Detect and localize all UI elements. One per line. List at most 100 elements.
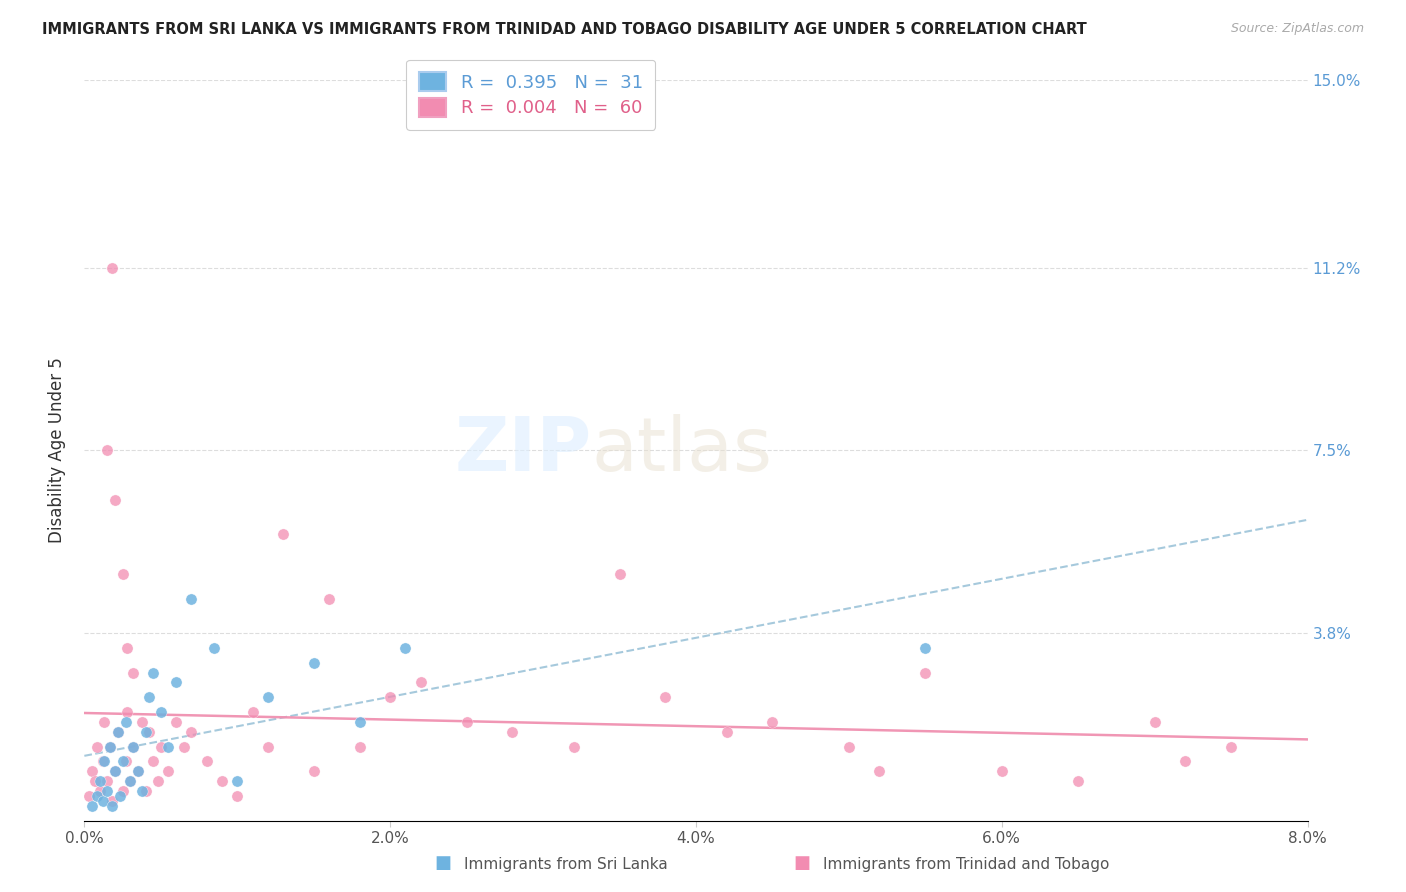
Point — [180, 591, 202, 606]
Point — [111, 566, 134, 581]
Point — [101, 260, 124, 275]
Point — [115, 640, 138, 655]
Point — [502, 724, 524, 739]
Point — [157, 764, 180, 779]
Y-axis label: Disability Age Under 5: Disability Age Under 5 — [48, 358, 66, 543]
Point — [409, 675, 432, 690]
Point — [127, 764, 149, 779]
Point — [120, 774, 142, 789]
Point — [96, 784, 118, 798]
Point — [131, 714, 153, 729]
Point — [122, 739, 145, 754]
Point — [111, 755, 134, 769]
Point — [77, 789, 100, 803]
Point — [96, 774, 118, 789]
Point — [226, 789, 249, 803]
Point — [716, 724, 738, 739]
Point — [1220, 739, 1243, 754]
Text: atlas: atlas — [592, 414, 773, 487]
Point — [609, 566, 631, 581]
Point — [89, 774, 111, 789]
Point — [211, 774, 233, 789]
Point — [654, 690, 676, 705]
Point — [104, 764, 127, 779]
Point — [761, 714, 783, 729]
Point — [302, 764, 325, 779]
Point — [138, 690, 160, 705]
Point — [142, 665, 165, 680]
Point — [80, 764, 103, 779]
Point — [120, 774, 142, 789]
Point — [838, 739, 860, 754]
Point — [142, 755, 165, 769]
Point — [101, 798, 124, 813]
Point — [1143, 714, 1166, 729]
Text: IMMIGRANTS FROM SRI LANKA VS IMMIGRANTS FROM TRINIDAD AND TOBAGO DISABILITY AGE : IMMIGRANTS FROM SRI LANKA VS IMMIGRANTS … — [42, 22, 1087, 37]
Point — [165, 714, 187, 729]
Point — [257, 739, 280, 754]
Point — [195, 755, 218, 769]
Point — [157, 739, 180, 754]
Point — [108, 789, 131, 803]
Point — [114, 714, 136, 729]
Point — [226, 774, 249, 789]
Point — [93, 714, 115, 729]
Point — [149, 705, 172, 719]
Point — [80, 798, 103, 813]
Point — [115, 705, 138, 719]
Point — [91, 755, 114, 769]
Point — [257, 690, 280, 705]
Text: Immigrants from Sri Lanka: Immigrants from Sri Lanka — [464, 857, 668, 872]
Point — [394, 640, 416, 655]
Point — [180, 724, 202, 739]
Point — [380, 690, 402, 705]
Point — [98, 739, 121, 754]
Point — [104, 764, 127, 779]
Point — [914, 640, 936, 655]
Point — [131, 784, 153, 798]
Point — [138, 724, 160, 739]
Point — [302, 656, 325, 670]
Point — [127, 764, 149, 779]
Point — [456, 714, 478, 729]
Point — [86, 739, 108, 754]
Point — [318, 591, 340, 606]
Point — [562, 739, 585, 754]
Point — [271, 527, 294, 541]
Point — [111, 784, 134, 798]
Point — [173, 739, 195, 754]
Point — [991, 764, 1014, 779]
Point — [149, 739, 172, 754]
Point — [101, 794, 124, 808]
Point — [146, 774, 169, 789]
Point — [242, 705, 264, 719]
Point — [914, 665, 936, 680]
Point — [98, 739, 121, 754]
Point — [86, 789, 108, 803]
Point — [104, 492, 127, 507]
Point — [122, 665, 145, 680]
Point — [135, 784, 157, 798]
Text: ■: ■ — [793, 855, 810, 872]
Point — [93, 755, 115, 769]
Text: Immigrants from Trinidad and Tobago: Immigrants from Trinidad and Tobago — [823, 857, 1109, 872]
Point — [107, 724, 129, 739]
Point — [869, 764, 891, 779]
Legend: R =  0.395   N =  31, R =  0.004   N =  60: R = 0.395 N = 31, R = 0.004 N = 60 — [406, 60, 655, 130]
Point — [84, 774, 107, 789]
Text: ■: ■ — [434, 855, 451, 872]
Text: Source: ZipAtlas.com: Source: ZipAtlas.com — [1230, 22, 1364, 36]
Point — [122, 739, 145, 754]
Point — [349, 714, 371, 729]
Point — [1067, 774, 1090, 789]
Point — [165, 675, 187, 690]
Point — [96, 443, 118, 458]
Point — [107, 724, 129, 739]
Point — [114, 755, 136, 769]
Point — [135, 724, 157, 739]
Point — [89, 784, 111, 798]
Point — [202, 640, 225, 655]
Point — [91, 794, 114, 808]
Point — [1174, 755, 1197, 769]
Point — [349, 739, 371, 754]
